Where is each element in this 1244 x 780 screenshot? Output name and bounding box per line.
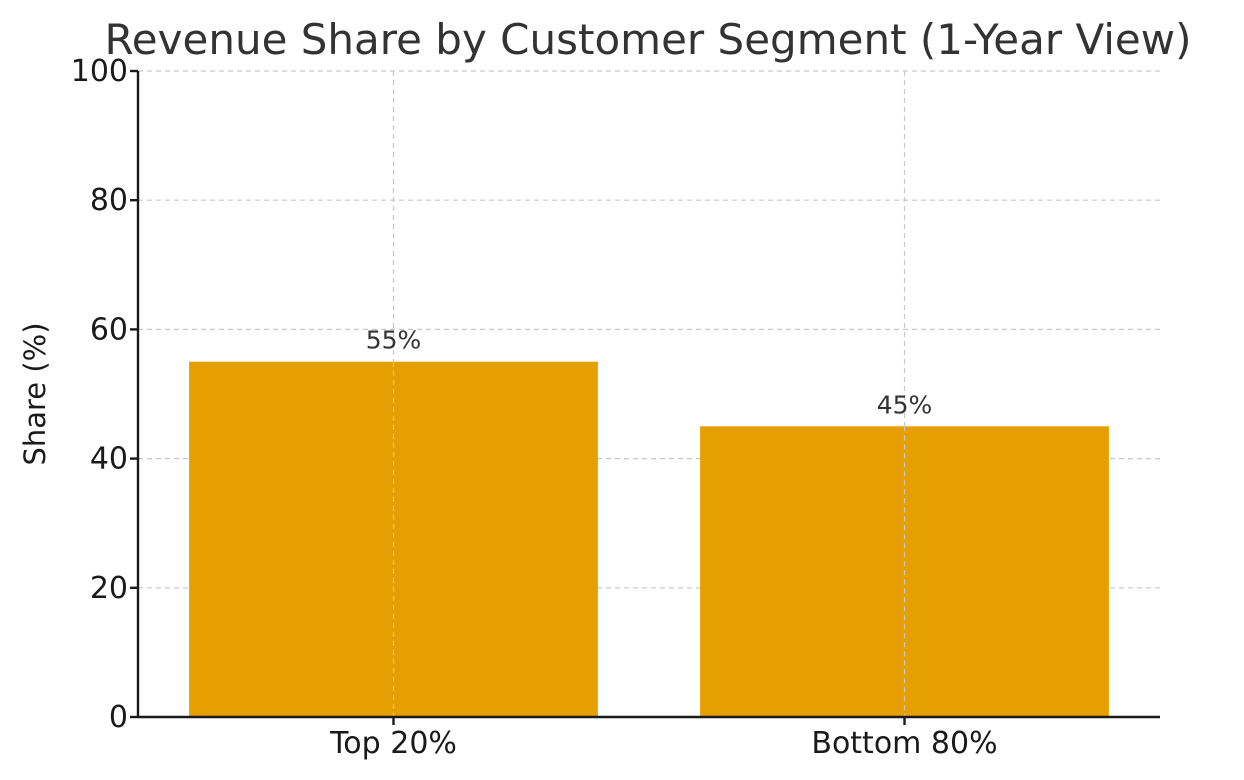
x-tick-label: Bottom 80% [811, 726, 997, 761]
data-labels: 55% 45% [366, 326, 933, 420]
y-tick-label: 0 [109, 700, 128, 735]
axes [130, 69, 1160, 725]
y-tick-labels: 0 20 40 60 80 100 [71, 54, 128, 735]
bar-0 [189, 361, 598, 717]
x-tick-labels: Top 20% Bottom 80% [329, 726, 998, 761]
y-tick-label: 100 [71, 54, 128, 89]
y-tick-label: 80 [90, 183, 128, 218]
bars [189, 361, 1109, 717]
chart-title: Revenue Share by Customer Segment (1-Yea… [105, 15, 1192, 64]
y-axis-label: Share (%) [18, 322, 52, 465]
y-tick-label: 60 [90, 312, 128, 347]
x-tick-label: Top 20% [329, 726, 457, 761]
data-label-1: 45% [877, 390, 933, 419]
y-tick-label: 20 [90, 571, 128, 606]
y-tick-label: 40 [90, 442, 128, 477]
data-label-0: 55% [366, 326, 422, 355]
